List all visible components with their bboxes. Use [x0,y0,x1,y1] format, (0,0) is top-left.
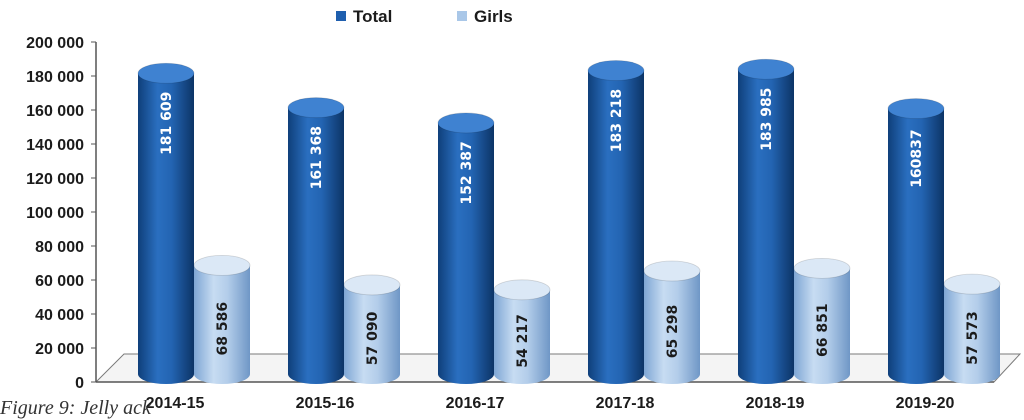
data-label: 57 573 [965,311,981,365]
data-label: 161 368 [309,126,325,189]
bar-girls-2018-19: 66 851 [793,257,851,384]
bar-total-2019-20: 160837 [887,98,945,385]
data-label: 66 851 [815,303,831,357]
y-tick-label: 120 000 [26,171,84,188]
bar-total-2017-18: 183 218 [587,60,645,384]
data-label: 68 586 [215,302,231,356]
figure-caption: Figure 9: Jelly ack [0,397,151,419]
bar-top [137,62,195,84]
bar-girls-2017-18: 65 298 [643,260,701,384]
bar-body [288,107,344,384]
data-label: 183 218 [609,89,625,152]
y-tick-label: 60 000 [35,273,84,290]
data-label: 65 298 [665,305,681,359]
x-tick-label: 2018-19 [746,395,805,412]
bar-girls-2019-20: 57 573 [943,273,1001,384]
bar-body [644,270,700,384]
bar-top [887,98,945,119]
bar-body [438,122,494,384]
legend-swatch-total [336,11,346,21]
bar-top [587,60,645,81]
bar-body [738,69,794,385]
bar-top [737,58,795,80]
legend-label-girls: Girls [474,7,513,26]
x-tick-label: 2015-16 [296,395,355,412]
bar-girls-2015-16: 57 090 [343,274,401,384]
data-label: 181 609 [159,92,175,155]
bar-body [494,289,550,384]
bar-top [437,112,495,134]
bar-top [943,273,1001,295]
x-tick-label: 2014-15 [146,395,205,412]
data-label: 160837 [909,129,925,187]
x-tick-label: 2019-20 [896,395,955,412]
x-tick-label: 2017-18 [596,395,655,412]
y-tick-label: 160 000 [26,103,84,120]
bar-body [794,268,850,384]
bar-body [588,70,644,384]
data-label: 183 985 [759,88,775,151]
y-tick-label: 200 000 [26,35,84,52]
y-tick-label: 80 000 [35,239,84,256]
bar-top [193,255,251,276]
legend-label-total: Total [353,7,392,26]
x-tick-label: 2016-17 [446,395,505,412]
y-tick-label: 0 [75,375,84,392]
bar-body [138,73,194,384]
y-tick-label: 140 000 [26,137,84,154]
bar-girls-2014-15: 68 586 [193,255,251,384]
bar-total-2018-19: 183 985 [737,58,795,385]
y-tick-label: 20 000 [35,341,84,358]
bars-group: 181 609 68 586 2014-15 161 368 57 090 2015-16… [137,58,1001,412]
bar-top [287,97,345,119]
bar-total-2015-16: 161 368 [287,97,345,384]
data-label: 54 217 [515,314,531,368]
data-label: 57 090 [365,311,381,365]
bar-top [343,274,401,296]
bar-body [888,108,944,385]
y-axis: 0 20 000 40 000 60 000 80 000 100 000 120 000 1… [26,35,97,392]
bar-girls-2016-17: 54 217 [493,279,551,384]
legend: Total Girls [336,7,513,26]
bar-top [643,260,701,282]
bar-total-2014-15: 181 609 [137,62,195,384]
y-tick-label: 100 000 [26,205,84,222]
legend-swatch-girls [457,11,467,21]
y-tick-label: 40 000 [35,307,84,324]
y-tick-label: 180 000 [26,69,84,86]
bar-top [793,257,851,279]
bar-top [493,279,551,301]
bar-body [344,284,400,384]
bar-total-2016-17: 152 387 [437,112,495,384]
bar-body [194,265,250,384]
bar-body [944,284,1000,384]
data-label: 152 387 [459,141,475,204]
